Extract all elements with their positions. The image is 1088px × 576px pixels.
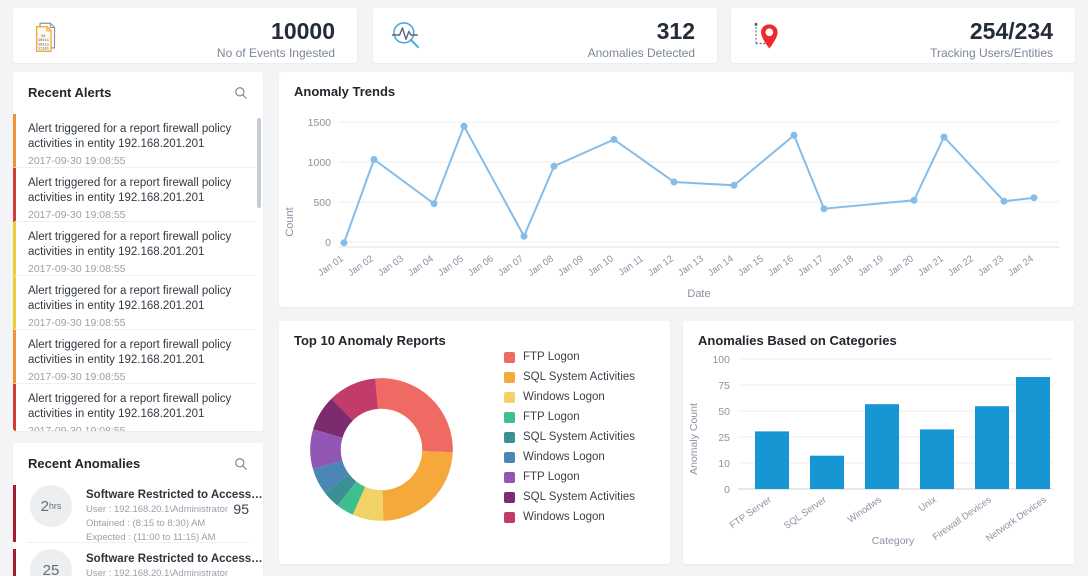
svg-text:Jan 02: Jan 02 — [346, 253, 376, 278]
svg-text:Jan 10: Jan 10 — [586, 253, 616, 278]
svg-text:Jan 12: Jan 12 — [646, 253, 676, 278]
svg-text:Winodws: Winodws — [846, 494, 884, 525]
svg-text:0: 0 — [325, 237, 331, 249]
svg-text:10111: 10111 — [38, 39, 50, 43]
svg-text:0: 0 — [724, 484, 730, 496]
svg-text:Jan 03: Jan 03 — [376, 253, 406, 278]
svg-text:Jan 15: Jan 15 — [736, 253, 766, 278]
svg-text:11101: 11101 — [38, 48, 50, 52]
svg-text:Count: Count — [284, 207, 296, 236]
svg-text:Jan 11: Jan 11 — [617, 253, 646, 278]
svg-text:10111: 10111 — [38, 43, 50, 47]
svg-text:Unix: Unix — [917, 494, 939, 514]
svg-text:Network Devices: Network Devices — [984, 494, 1049, 544]
svg-text:Jan 06: Jan 06 — [466, 253, 496, 278]
svg-text:Jan 21: Jan 21 — [916, 253, 946, 278]
svg-text:Jan 05: Jan 05 — [436, 253, 466, 278]
svg-text:01: 01 — [41, 35, 46, 39]
svg-text:Category: Category — [872, 535, 915, 547]
svg-text:Jan 23: Jan 23 — [976, 253, 1006, 278]
svg-text:Jan 20: Jan 20 — [886, 253, 916, 278]
svg-text:Jan 01: Jan 01 — [316, 253, 346, 278]
svg-text:Jan 17: Jan 17 — [796, 253, 826, 278]
svg-text:SQL Server: SQL Server — [782, 494, 829, 531]
svg-text:Jan 07: Jan 07 — [496, 253, 526, 278]
svg-text:100: 100 — [712, 354, 730, 366]
svg-text:Jan 09: Jan 09 — [556, 253, 586, 278]
svg-text:1500: 1500 — [308, 117, 332, 129]
svg-text:75: 75 — [718, 380, 730, 392]
svg-text:Jan 18: Jan 18 — [826, 253, 856, 278]
svg-text:50: 50 — [718, 406, 730, 418]
svg-text:Date: Date — [687, 288, 710, 300]
svg-text:1000: 1000 — [308, 157, 332, 169]
svg-text:500: 500 — [313, 197, 331, 209]
svg-text:Jan 24: Jan 24 — [1006, 253, 1036, 278]
svg-text:10: 10 — [718, 458, 730, 470]
svg-text:Jan 04: Jan 04 — [406, 253, 436, 278]
svg-text:Jan 08: Jan 08 — [526, 253, 556, 278]
svg-text:Jan 22: Jan 22 — [946, 253, 976, 278]
svg-text:Jan 14: Jan 14 — [706, 253, 736, 278]
svg-text:FTP Server: FTP Server — [728, 494, 774, 531]
svg-text:Jan 13: Jan 13 — [676, 253, 706, 278]
svg-text:Jan 19: Jan 19 — [856, 253, 886, 278]
svg-text:Jan 16: Jan 16 — [766, 253, 796, 278]
svg-text:Anomaly Count: Anomaly Count — [688, 403, 700, 475]
svg-text:25: 25 — [718, 432, 730, 444]
